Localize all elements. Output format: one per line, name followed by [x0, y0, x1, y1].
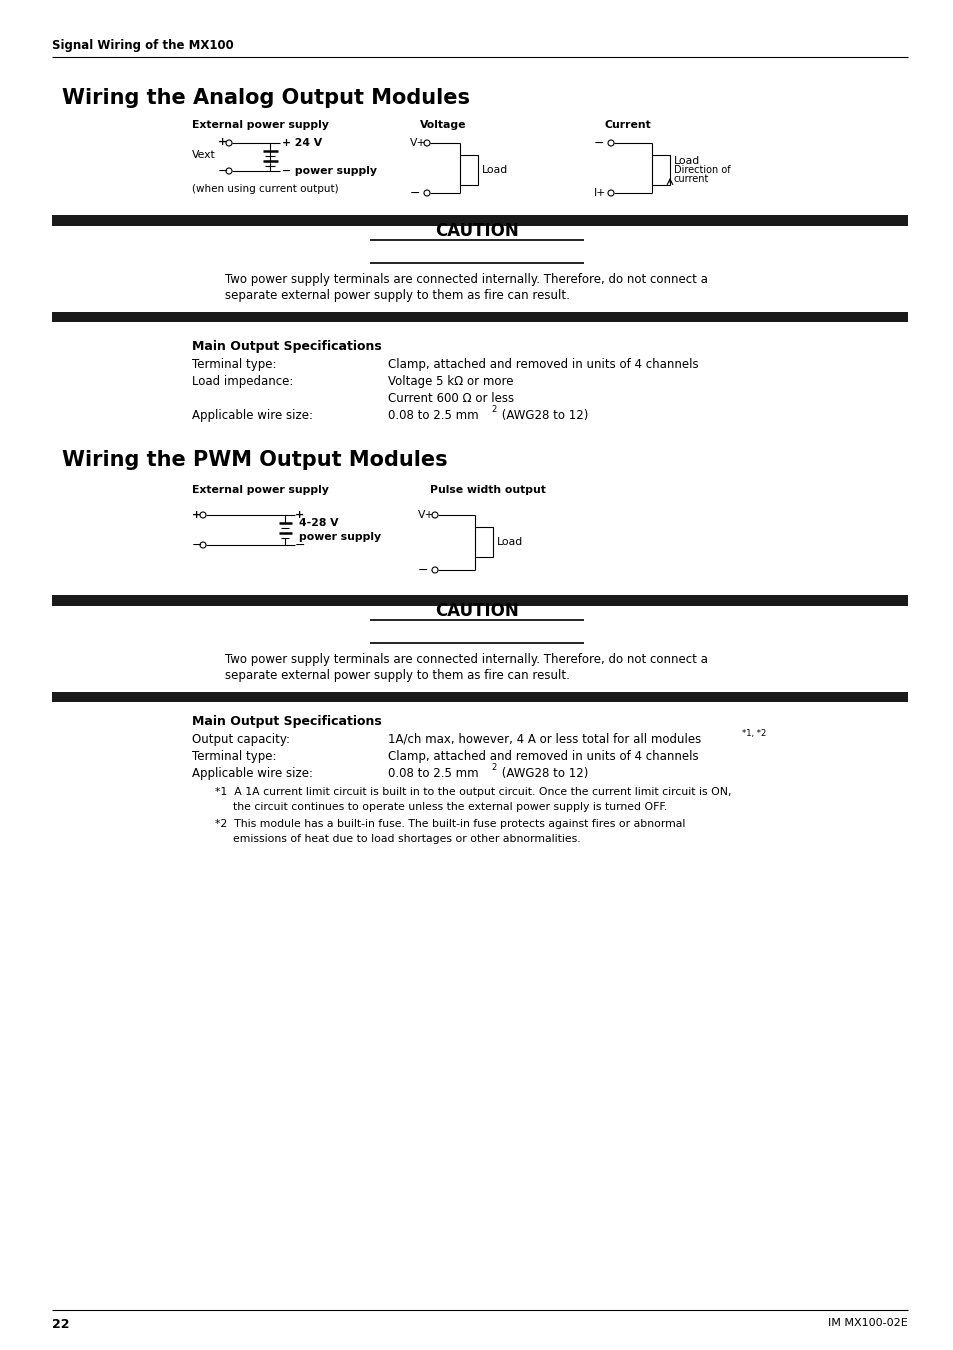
Circle shape	[432, 567, 437, 572]
Text: External power supply: External power supply	[192, 120, 329, 130]
Text: − power supply: − power supply	[282, 166, 376, 176]
Text: 4-28 V: 4-28 V	[298, 518, 338, 528]
Text: *2  This module has a built-in fuse. The built-in fuse protects against fires or: *2 This module has a built-in fuse. The …	[214, 819, 684, 829]
Text: Terminal type:: Terminal type:	[192, 358, 276, 371]
Text: power supply: power supply	[298, 532, 381, 541]
Circle shape	[423, 140, 430, 146]
Circle shape	[226, 140, 232, 146]
Text: Load: Load	[497, 537, 522, 547]
Text: Clamp, attached and removed in units of 4 channels: Clamp, attached and removed in units of …	[388, 751, 698, 763]
Text: +: +	[218, 136, 227, 147]
Text: IM MX100-02E: IM MX100-02E	[827, 1318, 907, 1328]
Text: +: +	[192, 510, 201, 520]
Text: 1A/ch max, however, 4 A or less total for all modules: 1A/ch max, however, 4 A or less total fo…	[388, 733, 700, 747]
Text: (when using current output): (when using current output)	[192, 184, 338, 194]
Text: Applicable wire size:: Applicable wire size:	[192, 409, 313, 423]
Text: 0.08 to 2.5 mm: 0.08 to 2.5 mm	[388, 767, 478, 780]
Text: (AWG28 to 12): (AWG28 to 12)	[497, 409, 588, 423]
Text: V+: V+	[410, 138, 426, 148]
Text: Output capacity:: Output capacity:	[192, 733, 290, 747]
Text: External power supply: External power supply	[192, 485, 329, 495]
Text: Two power supply terminals are connected internally. Therefore, do not connect a: Two power supply terminals are connected…	[225, 273, 707, 286]
Text: (AWG28 to 12): (AWG28 to 12)	[497, 767, 588, 780]
Circle shape	[200, 541, 206, 548]
Circle shape	[607, 190, 614, 196]
Text: 0.08 to 2.5 mm: 0.08 to 2.5 mm	[388, 409, 478, 423]
Text: Load impedance:: Load impedance:	[192, 375, 294, 387]
Text: −: −	[594, 136, 604, 150]
Circle shape	[200, 512, 206, 518]
Text: Current 600 Ω or less: Current 600 Ω or less	[388, 392, 514, 405]
Bar	[52, 312, 907, 323]
Text: CAUTION: CAUTION	[435, 221, 518, 240]
Text: Voltage: Voltage	[419, 120, 466, 130]
Text: Direction of: Direction of	[673, 165, 730, 176]
Text: −: −	[410, 186, 420, 200]
Text: Main Output Specifications: Main Output Specifications	[192, 340, 381, 352]
Text: Clamp, attached and removed in units of 4 channels: Clamp, attached and removed in units of …	[388, 358, 698, 371]
Text: Wiring the PWM Output Modules: Wiring the PWM Output Modules	[62, 450, 447, 470]
Text: −: −	[417, 563, 428, 576]
Text: Pulse width output: Pulse width output	[430, 485, 545, 495]
Bar	[52, 595, 907, 606]
Text: Voltage 5 kΩ or more: Voltage 5 kΩ or more	[388, 375, 513, 387]
Text: −: −	[192, 539, 202, 552]
Text: I+: I+	[594, 188, 606, 198]
Text: emissions of heat due to load shortages or other abnormalities.: emissions of heat due to load shortages …	[233, 834, 580, 844]
Bar	[475, 526, 493, 558]
Text: Wiring the Analog Output Modules: Wiring the Analog Output Modules	[62, 88, 470, 108]
Circle shape	[432, 512, 437, 518]
Text: + 24 V: + 24 V	[282, 138, 322, 148]
Text: Signal Wiring of the MX100: Signal Wiring of the MX100	[52, 39, 233, 53]
Text: 2: 2	[491, 405, 496, 414]
Text: current: current	[673, 174, 709, 184]
Text: CAUTION: CAUTION	[435, 602, 518, 620]
Circle shape	[607, 140, 614, 146]
Bar	[459, 155, 477, 185]
Text: the circuit continues to operate unless the external power supply is turned OFF.: the circuit continues to operate unless …	[233, 802, 666, 811]
Text: Current: Current	[604, 120, 651, 130]
Bar	[651, 155, 669, 185]
Text: *1  A 1A current limit circuit is built in to the output circuit. Once the curre: *1 A 1A current limit circuit is built i…	[214, 787, 731, 796]
Bar	[52, 693, 907, 702]
Text: 2: 2	[491, 763, 496, 772]
Text: separate external power supply to them as fire can result.: separate external power supply to them a…	[225, 289, 569, 302]
Text: Main Output Specifications: Main Output Specifications	[192, 716, 381, 728]
Text: *1, *2: *1, *2	[741, 729, 765, 738]
Text: Load: Load	[673, 157, 700, 166]
Text: −: −	[218, 165, 229, 177]
Text: separate external power supply to them as fire can result.: separate external power supply to them a…	[225, 670, 569, 682]
Circle shape	[423, 190, 430, 196]
Text: Load: Load	[481, 165, 508, 176]
Text: Two power supply terminals are connected internally. Therefore, do not connect a: Two power supply terminals are connected…	[225, 653, 707, 666]
Text: 22: 22	[52, 1318, 70, 1331]
Circle shape	[226, 167, 232, 174]
Text: Vext: Vext	[192, 150, 215, 161]
Text: Applicable wire size:: Applicable wire size:	[192, 767, 313, 780]
Text: −: −	[294, 539, 305, 552]
Text: V+: V+	[417, 510, 435, 520]
Bar	[52, 215, 907, 225]
Text: +: +	[294, 510, 304, 520]
Text: Terminal type:: Terminal type:	[192, 751, 276, 763]
